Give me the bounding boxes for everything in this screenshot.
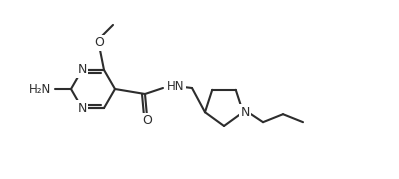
Text: N: N: [77, 63, 87, 76]
Text: O: O: [94, 37, 104, 49]
Text: N: N: [77, 101, 87, 115]
Text: H₂N: H₂N: [29, 83, 51, 96]
Text: N: N: [240, 106, 250, 119]
Text: O: O: [142, 115, 152, 127]
Text: HN: HN: [167, 79, 184, 93]
